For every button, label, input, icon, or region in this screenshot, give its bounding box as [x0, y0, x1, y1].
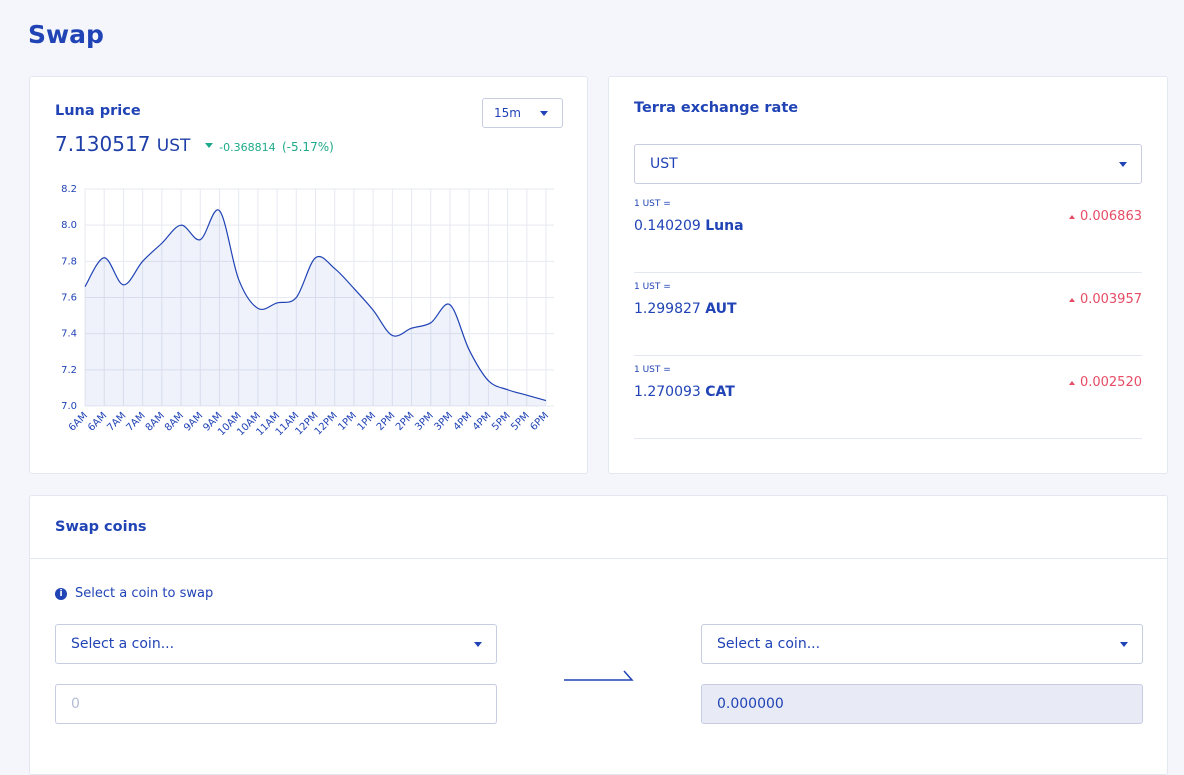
from-select-text: Select a coin...: [71, 636, 175, 652]
x-tick-label: 2PM: [394, 410, 417, 433]
x-tick-label: 4PM: [471, 410, 494, 433]
rate-change: 0.002520: [1069, 375, 1142, 390]
rate-coin: Luna: [705, 218, 744, 234]
from-amount-input[interactable]: 0: [55, 684, 497, 724]
rate-label: 1 UST =: [634, 199, 671, 209]
x-tick-label: 5PM: [490, 410, 513, 433]
price-row: 7.130517 UST -0.368814 (-5.17%): [55, 132, 334, 156]
rate-change: 0.003957: [1069, 292, 1142, 307]
exchange-card: Terra exchange rate UST 1 UST = 0.140209…: [608, 76, 1168, 474]
rate-coin: AUT: [705, 301, 737, 317]
rate-change: 0.006863: [1069, 209, 1142, 224]
divider: [30, 558, 1167, 559]
line: [84, 209, 547, 402]
interval-value: 15m: [494, 106, 521, 120]
rate-amount: 0.140209: [634, 218, 701, 234]
x-tick-label: 4PM: [452, 410, 475, 433]
y-tick-label: 7.8: [61, 256, 77, 267]
y-tick-label: 7.4: [61, 329, 77, 340]
x-tick-label: 5PM: [509, 410, 532, 433]
interval-select[interactable]: 15m: [482, 98, 563, 128]
rate-row: 1 UST = 0.140209 Luna 0.006863: [634, 189, 1142, 273]
rate-row: 1 UST = 1.270093 CAT 0.002520: [634, 355, 1142, 439]
card-title: Terra exchange rate: [634, 100, 799, 116]
y-tick-label: 7.0: [61, 401, 77, 412]
rate-label: 1 UST =: [634, 365, 671, 375]
rate-amount: 1.299827: [634, 301, 701, 317]
rate-amount: 1.270093: [634, 384, 701, 400]
swap-card: Swap coins i Select a coin to swap Selec…: [29, 495, 1168, 775]
x-tick-label: 2PM: [375, 410, 398, 433]
x-tick-label: 8AM: [144, 410, 167, 433]
swap-arrow: [564, 670, 634, 681]
to-select[interactable]: Select a coin...: [701, 624, 1143, 664]
info-row: i Select a coin to swap: [55, 586, 213, 601]
price-change-pct: (-5.17%): [281, 140, 334, 154]
page-title: Swap: [28, 20, 104, 49]
x-tick-label: 1PM: [356, 410, 379, 433]
to-amount-output: 0.000000: [701, 684, 1143, 724]
x-tick-label: 3PM: [432, 410, 455, 433]
to-select-text: Select a coin...: [717, 636, 821, 652]
info-text: Select a coin to swap: [75, 586, 214, 601]
price-chart: 7.07.27.47.67.88.08.26AM6AM7AM7AM8AM8AM9…: [61, 184, 554, 438]
from-select[interactable]: Select a coin...: [55, 624, 497, 664]
x-tick-label: 6PM: [528, 410, 551, 433]
x-tick-label: 7AM: [105, 410, 128, 433]
x-tick-label: 6AM: [86, 410, 109, 433]
y-tick-label: 7.2: [61, 365, 77, 376]
price: 7.130517: [55, 132, 151, 156]
info-icon: i: [55, 587, 67, 600]
y-tick-label: 8.2: [61, 184, 77, 195]
luna-card: Luna price 15m 7.130517 UST -0.368814 (-…: [29, 76, 588, 474]
to-amount: 0.000000: [717, 696, 784, 712]
currency-value: UST: [650, 156, 678, 172]
rate-label: 1 UST =: [634, 282, 671, 292]
rate-row: 1 UST = 1.299827 AUT 0.003957: [634, 272, 1142, 356]
card-title: Luna price: [55, 103, 141, 119]
x-tick-label: 9AM: [182, 410, 205, 433]
x-tick-label: 8AM: [163, 410, 186, 433]
x-tick-label: 3PM: [413, 410, 436, 433]
card-title: Swap coins: [55, 519, 147, 535]
x-tick-label: 7AM: [125, 410, 148, 433]
area: [85, 209, 546, 406]
x-tick-label: 6AM: [67, 410, 90, 433]
from-amount-placeholder: 0: [71, 696, 80, 712]
y-tick-label: 8.0: [61, 220, 77, 231]
price-change: -0.368814: [219, 141, 276, 154]
x-tick-label: 1PM: [336, 410, 359, 433]
y-tick-label: 7.6: [61, 293, 77, 304]
rate-coin: CAT: [705, 384, 735, 400]
currency: UST: [156, 136, 191, 156]
currency-select[interactable]: UST: [634, 144, 1142, 184]
